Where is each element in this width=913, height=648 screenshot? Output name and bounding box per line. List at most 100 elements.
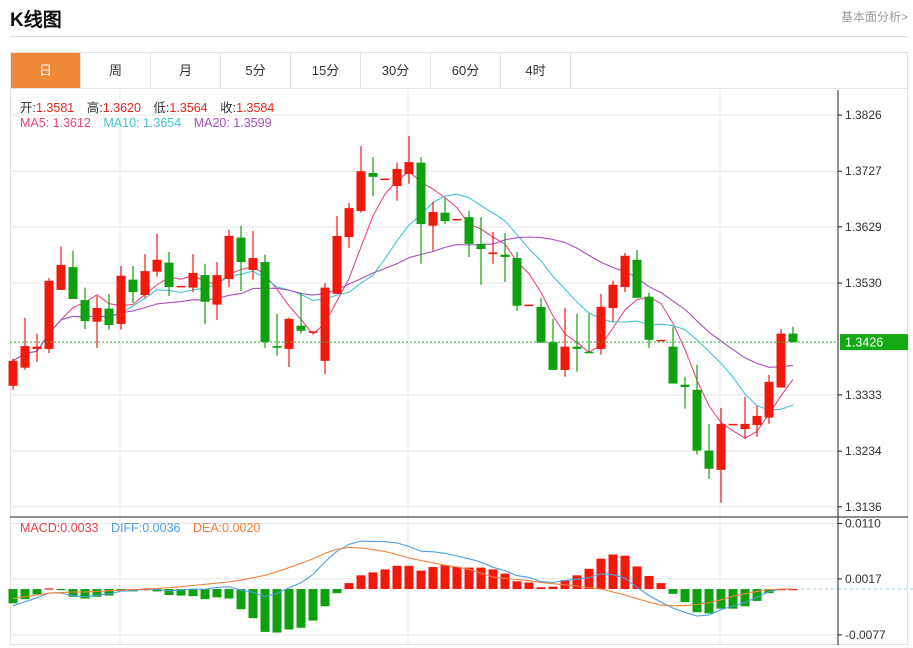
- macd-bar: [440, 565, 450, 590]
- macd-bar: [380, 569, 390, 590]
- candle: [596, 293, 606, 355]
- ma20-value: MA20: 1.3599: [193, 116, 272, 130]
- candle: [548, 318, 558, 370]
- macd-bar: [200, 589, 210, 600]
- candle-body: [536, 306, 546, 343]
- candle: [20, 317, 30, 370]
- macd-bar: [128, 589, 138, 592]
- macd-bar: [608, 554, 618, 590]
- macd-bar: [260, 589, 270, 632]
- macd-bar: [320, 589, 330, 607]
- tab-week[interactable]: 周: [81, 53, 151, 88]
- candle-body: [764, 381, 774, 418]
- ma10-line: [12, 193, 794, 411]
- macd-bar: [284, 589, 294, 630]
- candle: [404, 135, 414, 184]
- candle-body: [572, 346, 582, 349]
- tab-60min[interactable]: 60分: [431, 53, 501, 88]
- tab-day[interactable]: 日: [11, 53, 81, 88]
- candle: [716, 407, 726, 503]
- macd-tick-label: 0.0110: [845, 517, 881, 531]
- macd-bar: [464, 567, 474, 590]
- candle: [92, 296, 102, 348]
- tab-month[interactable]: 月: [151, 53, 221, 88]
- low-label: 低:: [153, 101, 170, 115]
- candle-body: [512, 258, 522, 306]
- candle: [632, 250, 642, 298]
- tab-4hour[interactable]: 4时: [501, 53, 571, 88]
- candle-body: [548, 342, 558, 370]
- candle-body: [608, 284, 618, 309]
- diff-value: DIFF:0.0036: [111, 521, 181, 535]
- ohlc-info: 开:1.3581 高:1.3620 低:1.3564 收:1.3584: [20, 97, 274, 116]
- candle: [224, 229, 234, 288]
- candle: [692, 364, 702, 455]
- candle-body: [440, 212, 450, 222]
- candle-body: [692, 389, 702, 451]
- macd-bar: [212, 589, 222, 598]
- macd-bar: [512, 581, 522, 590]
- macd-bar: [536, 587, 546, 590]
- candle-body: [524, 304, 534, 307]
- candle: [188, 254, 198, 293]
- macd-bar: [752, 589, 762, 601]
- candle: [8, 358, 18, 390]
- candle-body: [476, 243, 486, 249]
- price-tick-label: 1.3530: [845, 276, 882, 290]
- candle: [656, 339, 666, 342]
- candle: [104, 293, 114, 330]
- macd-bar: [632, 566, 642, 590]
- ma-info: MA5: 1.3612 MA10: 1.3654 MA20: 1.3599: [20, 116, 272, 130]
- candle: [776, 329, 786, 388]
- candle-body: [644, 296, 654, 340]
- tab-5min[interactable]: 5分: [221, 53, 291, 88]
- candle: [116, 266, 126, 330]
- candle-body: [500, 254, 510, 257]
- candle: [344, 202, 354, 248]
- macd-bar: [644, 575, 654, 590]
- candle: [644, 292, 654, 348]
- tab-15min[interactable]: 15分: [291, 53, 361, 88]
- candle: [212, 262, 222, 320]
- dea-value: DEA:0.0020: [192, 521, 261, 535]
- macd-bar: [104, 589, 114, 596]
- macd-tick-label: -0.0077: [845, 628, 886, 642]
- candle: [356, 146, 366, 213]
- macd-bar: [296, 589, 306, 628]
- candle-body: [428, 212, 438, 226]
- tab-30min[interactable]: 30分: [361, 53, 431, 88]
- macd-bar: [704, 589, 714, 614]
- price-tick-label: 1.3234: [845, 444, 882, 458]
- macd-bar: [620, 555, 630, 590]
- candle: [296, 292, 306, 334]
- fundamental-analysis-link[interactable]: 基本面分析>: [840, 10, 908, 24]
- macd-bar: [680, 589, 690, 603]
- macd-bar: [80, 589, 90, 599]
- candle-body: [464, 217, 474, 244]
- candle-body: [380, 178, 390, 181]
- macd-bar: [488, 569, 498, 590]
- page-title: K线图: [10, 10, 62, 31]
- macd-bar: [272, 589, 282, 633]
- macd-bar: [788, 589, 798, 591]
- macd-bar: [248, 589, 258, 619]
- macd-bar: [224, 589, 234, 599]
- candle: [620, 252, 630, 293]
- candle-body: [308, 331, 318, 333]
- candle-body: [416, 162, 426, 225]
- macd-bar: [500, 573, 510, 590]
- macd-bar: [416, 570, 426, 590]
- candle-body: [332, 235, 342, 294]
- candle-body: [164, 262, 174, 288]
- candle: [164, 251, 174, 297]
- candle-body: [716, 423, 726, 470]
- macd-bar: [668, 589, 678, 594]
- close-value: 1.3584: [236, 101, 275, 115]
- macd-bar: [764, 589, 774, 594]
- candle-body: [272, 346, 282, 348]
- candle: [608, 280, 618, 322]
- ma20-line: [12, 236, 794, 368]
- candle: [668, 326, 678, 384]
- candle-body: [8, 360, 18, 386]
